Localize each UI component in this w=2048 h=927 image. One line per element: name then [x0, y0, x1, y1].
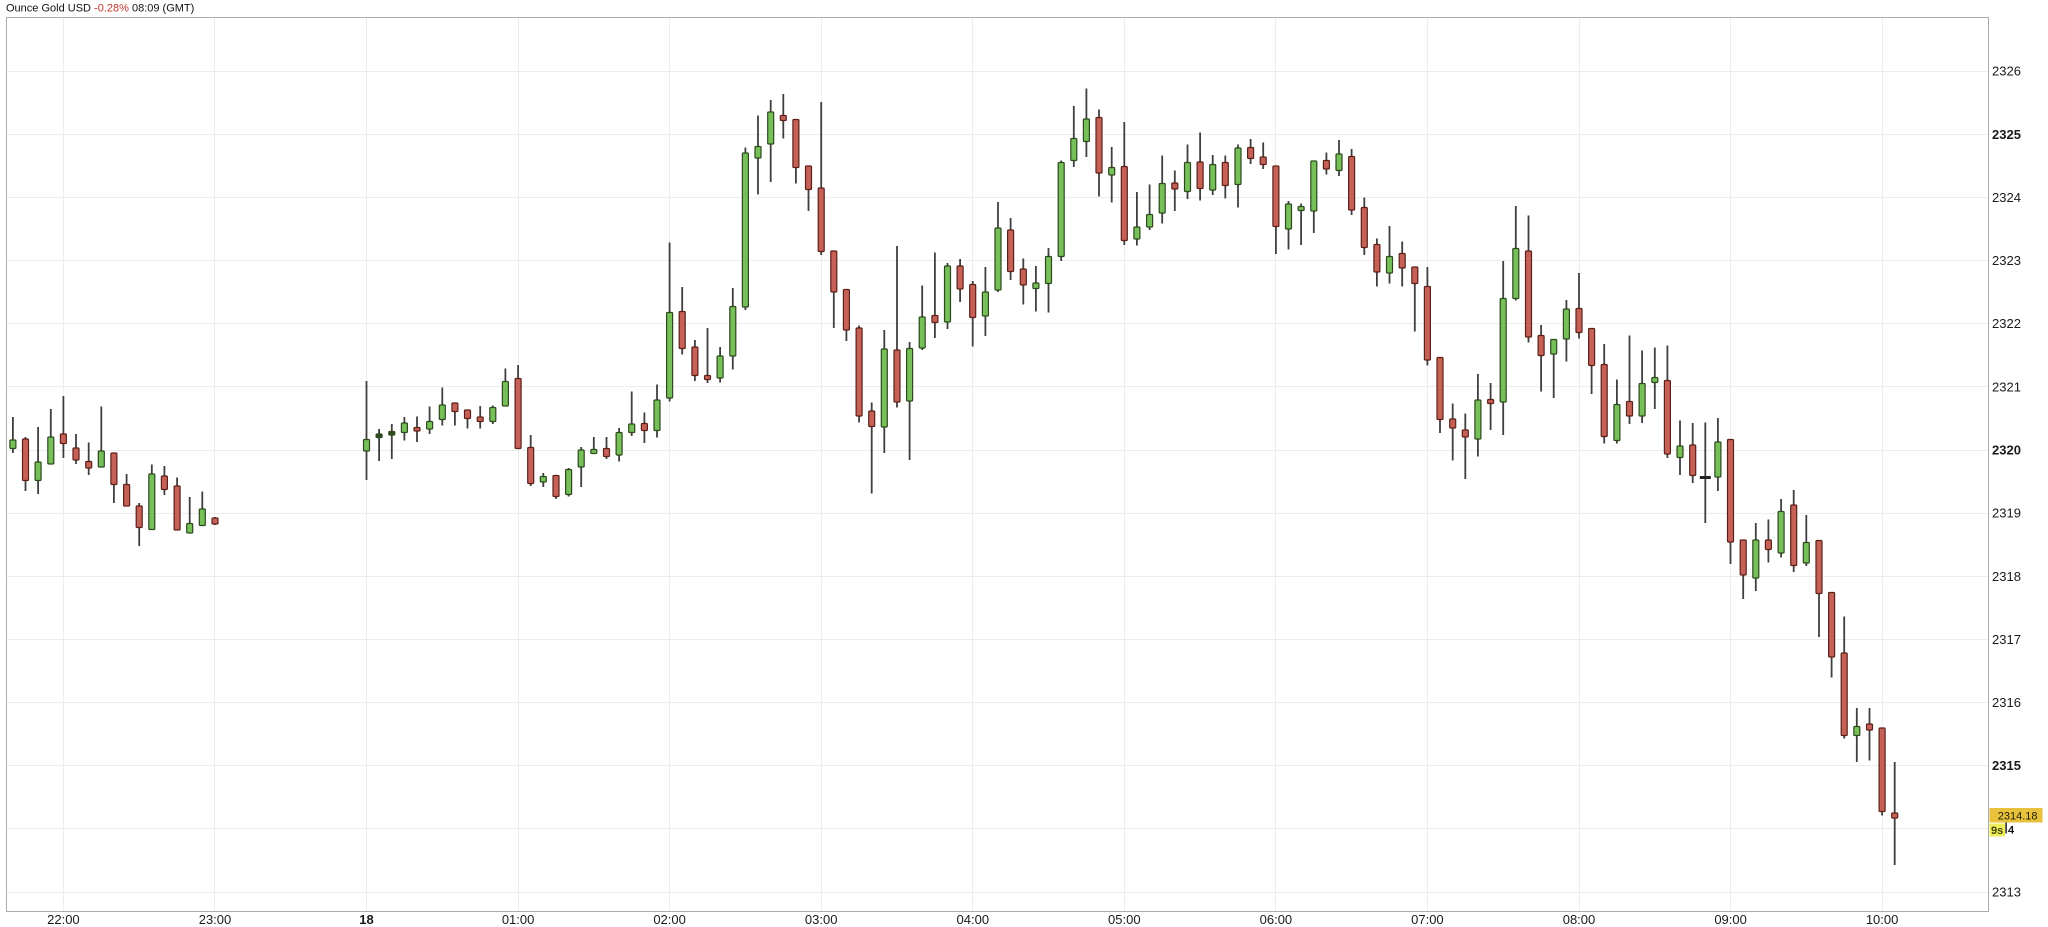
svg-text:2326: 2326 [1992, 64, 2021, 79]
svg-text:9s: 9s [1991, 825, 2003, 837]
svg-text:05:00: 05:00 [1108, 912, 1141, 927]
svg-text:22:00: 22:00 [47, 912, 80, 927]
svg-text:2313: 2313 [1992, 885, 2021, 900]
svg-text:2317: 2317 [1992, 632, 2021, 647]
svg-text:4: 4 [2008, 825, 2015, 837]
svg-text:2323: 2323 [1992, 253, 2021, 268]
svg-text:2325: 2325 [1992, 127, 2021, 142]
svg-text:23:00: 23:00 [199, 912, 232, 927]
svg-text:2314.18: 2314.18 [1998, 810, 2038, 822]
svg-text:2315: 2315 [1992, 758, 2021, 773]
svg-text:2319: 2319 [1992, 506, 2021, 521]
svg-text:2320: 2320 [1992, 443, 2021, 458]
svg-text:2322: 2322 [1992, 316, 2021, 331]
svg-text:18: 18 [359, 912, 373, 927]
svg-text:01:00: 01:00 [502, 912, 535, 927]
svg-text:04:00: 04:00 [957, 912, 990, 927]
svg-text:07:00: 07:00 [1411, 912, 1444, 927]
svg-text:2321: 2321 [1992, 379, 2021, 394]
svg-text:06:00: 06:00 [1260, 912, 1293, 927]
svg-text:2316: 2316 [1992, 695, 2021, 710]
svg-text:02:00: 02:00 [653, 912, 686, 927]
svg-text:10:00: 10:00 [1866, 912, 1899, 927]
svg-text:Ounce Gold USD -0.28% 08:09 (G: Ounce Gold USD -0.28% 08:09 (GMT) [6, 3, 194, 15]
svg-text:2318: 2318 [1992, 569, 2021, 584]
svg-text:09:00: 09:00 [1714, 912, 1747, 927]
svg-text:03:00: 03:00 [805, 912, 838, 927]
svg-text:08:00: 08:00 [1563, 912, 1596, 927]
svg-text:2324: 2324 [1992, 190, 2021, 205]
